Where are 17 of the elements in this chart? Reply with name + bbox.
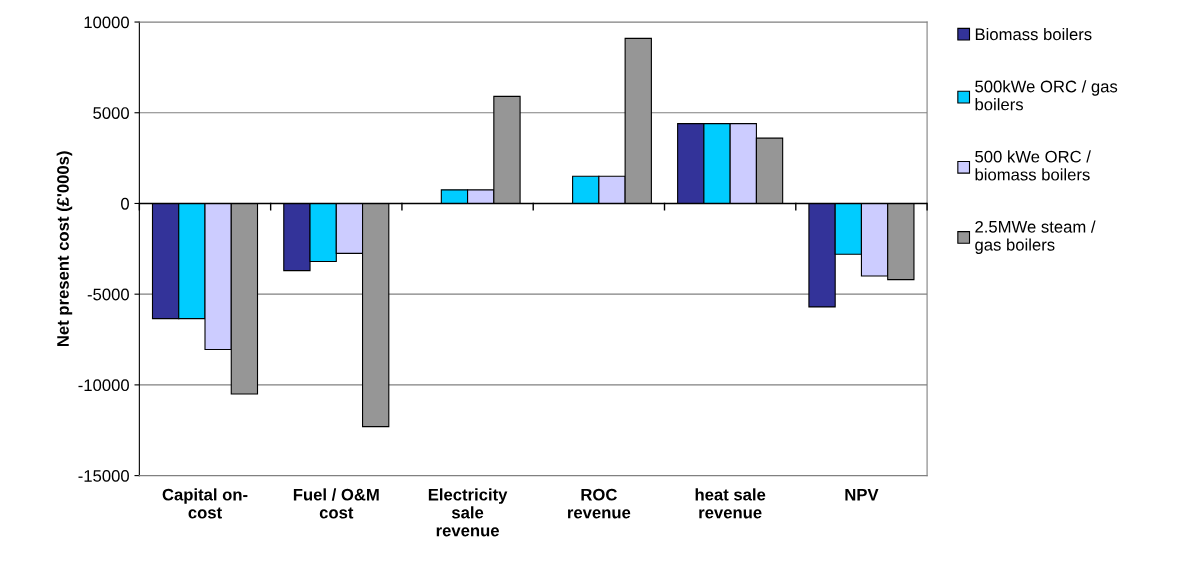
- x-tick-label: Electricity sale revenue: [428, 488, 508, 537]
- legend-label: 2.5MWe steam / gas boilers: [975, 220, 1096, 254]
- x-tick-label: NPV: [845, 488, 879, 501]
- y-tick-label: 10000: [84, 16, 129, 29]
- y-tick-label: -10000: [78, 379, 129, 392]
- y-tick-label: 0: [121, 197, 129, 210]
- x-tick-label: Fuel / O&M cost: [293, 488, 379, 519]
- y-axis-title: Net present cost (£'000s): [56, 151, 73, 347]
- y-tick-label: 5000: [93, 107, 129, 119]
- legend-label: 500 kWe ORC / biomass boilers: [975, 150, 1091, 181]
- legend-label: Biomass boilers: [975, 27, 1092, 41]
- x-tick-label: Capital on-cost: [162, 488, 248, 519]
- y-tick-label: -15000: [78, 470, 129, 482]
- legend-label: 500kWe ORC / gas boilers: [975, 80, 1118, 111]
- x-tick-label: ROC revenue: [568, 488, 631, 519]
- x-tick-label: heat sale revenue: [695, 488, 766, 519]
- y-tick-label: -5000: [87, 288, 129, 301]
